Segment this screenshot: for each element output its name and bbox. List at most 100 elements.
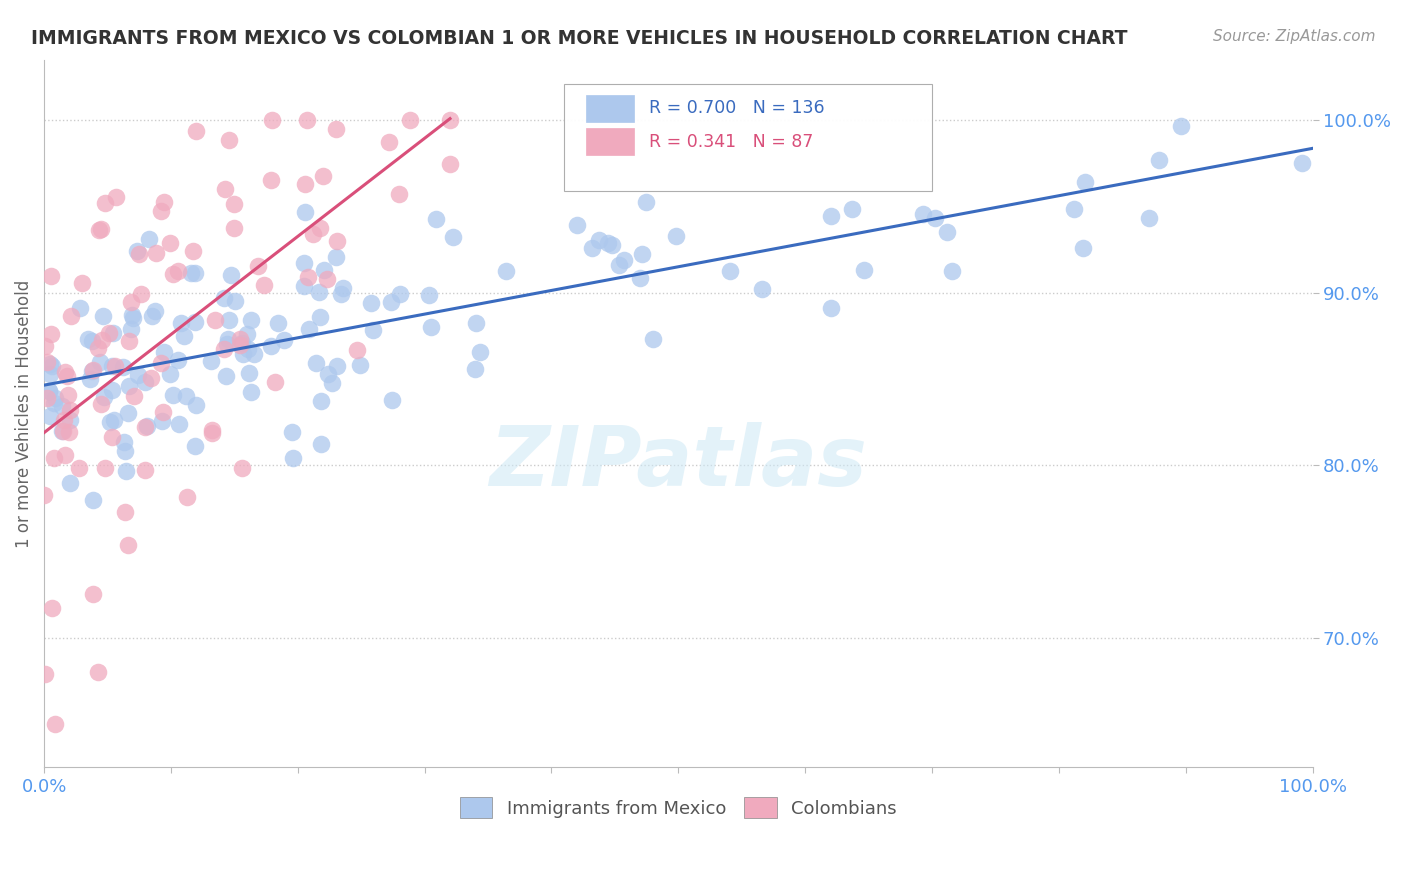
- Point: [134, 420, 156, 434]
- Point: [820, 301, 842, 316]
- Point: [167, 263, 190, 277]
- Y-axis label: 1 or more Vehicles in Household: 1 or more Vehicles in Household: [15, 279, 32, 548]
- Point: [112, 434, 135, 449]
- Point: [159, 235, 181, 250]
- Point: [170, 316, 193, 330]
- Point: [51, 399, 73, 413]
- Point: [32, 488, 55, 502]
- Point: [139, 370, 162, 384]
- Point: [94, 195, 117, 210]
- Point: [77, 332, 100, 346]
- Point: [309, 437, 332, 451]
- Point: [214, 182, 236, 196]
- Point: [283, 450, 305, 465]
- Point: [153, 344, 176, 359]
- Point: [260, 173, 283, 187]
- Point: [360, 296, 382, 310]
- Point: [180, 266, 202, 280]
- Point: [100, 384, 122, 398]
- Point: [89, 355, 111, 369]
- Point: [941, 264, 963, 278]
- Point: [101, 326, 124, 340]
- Point: [665, 229, 688, 244]
- Point: [181, 244, 204, 258]
- Point: [39, 409, 62, 423]
- Point: [149, 203, 172, 218]
- Point: [316, 272, 339, 286]
- Point: [52, 424, 75, 438]
- Point: [312, 169, 335, 183]
- Point: [565, 218, 588, 232]
- Point: [308, 310, 330, 324]
- Point: [314, 263, 336, 277]
- Point: [184, 315, 207, 329]
- Point: [167, 352, 190, 367]
- Point: [607, 258, 630, 272]
- Point: [127, 244, 149, 258]
- Point: [145, 246, 167, 260]
- Point: [114, 505, 136, 519]
- Point: [97, 326, 120, 340]
- Point: [229, 332, 252, 346]
- Point: [264, 376, 287, 390]
- Point: [82, 492, 104, 507]
- Point: [82, 334, 104, 348]
- Point: [141, 309, 163, 323]
- Point: [121, 309, 143, 323]
- Point: [138, 232, 160, 246]
- Point: [184, 266, 207, 280]
- Point: [301, 227, 323, 241]
- Point: [90, 333, 112, 347]
- Point: [389, 287, 412, 301]
- Point: [361, 323, 384, 337]
- Point: [441, 229, 464, 244]
- Point: [332, 281, 354, 295]
- Point: [37, 355, 59, 369]
- Point: [41, 359, 63, 373]
- Point: [212, 291, 235, 305]
- Point: [162, 388, 184, 402]
- Point: [101, 430, 124, 444]
- Point: [42, 395, 65, 409]
- Point: [214, 369, 236, 384]
- Point: [67, 460, 90, 475]
- Point: [101, 359, 124, 374]
- Text: Source: ZipAtlas.com: Source: ZipAtlas.com: [1212, 29, 1375, 44]
- Point: [377, 135, 399, 149]
- Point: [253, 278, 276, 293]
- Point: [150, 413, 173, 427]
- Point: [439, 113, 461, 128]
- Point: [294, 178, 316, 192]
- Point: [118, 334, 141, 348]
- Point: [201, 423, 224, 437]
- Point: [87, 223, 110, 237]
- Point: [325, 121, 347, 136]
- Point: [439, 157, 461, 171]
- Point: [853, 263, 876, 277]
- Point: [120, 294, 142, 309]
- Point: [231, 461, 253, 475]
- Point: [718, 263, 741, 277]
- Point: [418, 287, 440, 301]
- Point: [297, 270, 319, 285]
- Point: [924, 211, 946, 226]
- Point: [636, 194, 658, 209]
- Point: [184, 398, 207, 412]
- Point: [600, 237, 623, 252]
- Point: [79, 372, 101, 386]
- FancyBboxPatch shape: [564, 85, 932, 191]
- Point: [58, 425, 80, 440]
- Point: [59, 413, 82, 427]
- Point: [59, 475, 82, 490]
- Point: [219, 268, 242, 283]
- Point: [215, 337, 238, 351]
- Point: [1137, 211, 1160, 226]
- Point: [39, 327, 62, 342]
- Point: [162, 267, 184, 281]
- Point: [93, 390, 115, 404]
- Point: [224, 221, 246, 235]
- Point: [1063, 202, 1085, 216]
- Point: [936, 225, 959, 239]
- Point: [134, 463, 156, 477]
- Point: [135, 418, 157, 433]
